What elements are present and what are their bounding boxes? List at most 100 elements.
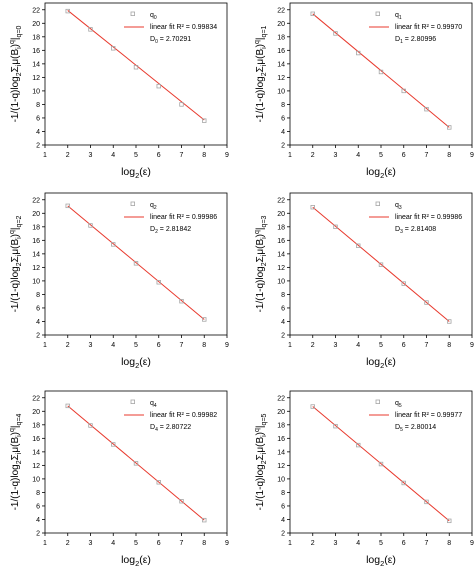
y-tick-label: 14 xyxy=(32,61,40,68)
x-axis-label: log2(ε) xyxy=(366,554,396,568)
y-tick-label: 20 xyxy=(277,409,285,416)
x-tick-label: 6 xyxy=(402,342,406,349)
data-point xyxy=(156,480,161,485)
y-tick-label: 2 xyxy=(36,333,40,340)
x-tick-label: 9 xyxy=(470,342,474,349)
legend: q0 linear fit R² = 0.99834 D0 = 2.70291 xyxy=(124,11,217,45)
fit-line xyxy=(67,405,205,521)
data-point xyxy=(156,280,161,285)
y-tick-label: 20 xyxy=(277,21,285,28)
y-tick-label: 16 xyxy=(32,436,40,443)
x-tick-label: 9 xyxy=(225,342,229,349)
y-axis-label: -1/(1-q)log2Σiμ(Bi)q|q=0 xyxy=(9,25,23,122)
data-point xyxy=(310,404,315,409)
y-tick-label: 16 xyxy=(277,436,285,443)
x-tick-label: 2 xyxy=(311,152,315,159)
x-axis-label: log2(ε) xyxy=(366,166,396,180)
y-tick-label: 18 xyxy=(277,34,285,41)
data-point xyxy=(111,46,116,51)
data-point xyxy=(133,261,139,266)
fit-line xyxy=(67,205,205,320)
x-axis-label: log2(ε) xyxy=(121,554,151,568)
y-tick-label: 12 xyxy=(277,75,285,82)
x-tick-label: 7 xyxy=(180,342,184,349)
x-tick-label: 3 xyxy=(334,342,338,349)
legend-entry-dimension: D1 = 2.80996 xyxy=(395,36,436,45)
data-point xyxy=(202,517,207,523)
y-tick-label: 2 xyxy=(36,143,40,150)
y-tick-label: 14 xyxy=(277,449,285,456)
x-tick-label: 1 xyxy=(288,152,292,159)
x-tick-label: 8 xyxy=(447,152,451,159)
x-tick-label: 4 xyxy=(356,342,360,349)
x-tick-label: 7 xyxy=(425,152,429,159)
data-point xyxy=(310,204,315,210)
chart-panel-1: 1 2 3 4 5 6 7 8 9246810121416182022log2(ε)-1/(1-… xyxy=(9,2,229,180)
y-tick-label: 2 xyxy=(36,531,40,538)
chart-panel-2: 1 2 3 4 5 6 7 8 9246810121416182022log2(ε)-1/(1-… xyxy=(254,2,474,180)
fit-line xyxy=(312,206,450,322)
x-tick-label: 5 xyxy=(379,342,383,349)
x-axis-label: log2(ε) xyxy=(366,356,396,370)
chart-panel-3: 1 2 3 4 5 6 7 8 9246810121416182022log2(ε)-1/(1-… xyxy=(9,192,229,370)
legend: q1 linear fit R² = 0.99970 D1 = 2.80996 xyxy=(369,11,462,45)
data-point xyxy=(378,461,384,467)
x-tick-label: 8 xyxy=(202,152,206,159)
x-tick-label: 6 xyxy=(157,540,161,547)
legend-entry-q: q3 xyxy=(395,202,402,211)
legend-marker xyxy=(130,201,135,206)
x-tick-label: 9 xyxy=(225,152,229,159)
y-tick-label: 12 xyxy=(32,75,40,82)
y-tick-label: 18 xyxy=(32,422,40,429)
chart-panel-4: 1 2 3 4 5 6 7 8 9246810121416182022log2(ε)-1/(1-… xyxy=(254,192,474,370)
x-tick-label: 1 xyxy=(43,540,47,547)
data-point xyxy=(111,242,116,247)
x-axis-label: log2(ε) xyxy=(121,356,151,370)
y-tick-label: 10 xyxy=(32,88,40,95)
data-point xyxy=(133,461,139,466)
y-tick-label: 4 xyxy=(281,517,285,524)
legend-entry-dimension: D0 = 2.70291 xyxy=(150,36,191,45)
y-tick-label: 6 xyxy=(281,503,285,510)
x-axis-label: log2(ε) xyxy=(121,166,151,180)
x-tick-label: 2 xyxy=(66,540,70,547)
x-tick-label: 2 xyxy=(311,342,315,349)
y-tick-label: 22 xyxy=(277,7,285,14)
data-point xyxy=(401,281,406,286)
x-tick-label: 8 xyxy=(447,540,451,547)
y-tick-label: 12 xyxy=(32,265,40,272)
y-tick-label: 22 xyxy=(277,395,285,402)
data-point xyxy=(65,203,70,209)
y-tick-label: 2 xyxy=(281,333,285,340)
data-point xyxy=(88,223,93,228)
x-tick-label: 7 xyxy=(180,152,184,159)
legend: q4 linear fit R² = 0.99982 D4 = 2.80722 xyxy=(124,399,217,433)
data-point xyxy=(447,319,452,324)
y-tick-label: 14 xyxy=(277,61,285,68)
y-tick-label: 6 xyxy=(36,305,40,312)
y-tick-label: 16 xyxy=(277,48,285,55)
legend-entry-fit: linear fit R² = 0.99986 xyxy=(150,214,217,221)
x-tick-label: 1 xyxy=(288,540,292,547)
y-tick-label: 10 xyxy=(277,278,285,285)
y-tick-label: 16 xyxy=(277,238,285,245)
y-tick-label: 22 xyxy=(32,7,40,14)
y-tick-label: 22 xyxy=(32,395,40,402)
legend-entry-q: q5 xyxy=(395,400,402,409)
legend-entry-dimension: D3 = 2.81408 xyxy=(395,226,436,235)
y-tick-label: 6 xyxy=(281,305,285,312)
x-tick-label: 3 xyxy=(89,342,93,349)
y-tick-label: 4 xyxy=(36,319,40,326)
y-tick-label: 12 xyxy=(277,265,285,272)
legend-marker xyxy=(375,399,380,404)
legend-entry-q: q0 xyxy=(150,12,157,21)
legend-entry-q: q4 xyxy=(150,400,157,409)
x-tick-label: 3 xyxy=(89,152,93,159)
data-point xyxy=(202,118,207,123)
legend-marker xyxy=(375,11,380,16)
y-tick-label: 6 xyxy=(36,503,40,510)
x-tick-label: 1 xyxy=(43,342,47,349)
y-tick-label: 20 xyxy=(32,211,40,218)
x-tick-label: 6 xyxy=(157,342,161,349)
data-point xyxy=(179,298,184,304)
